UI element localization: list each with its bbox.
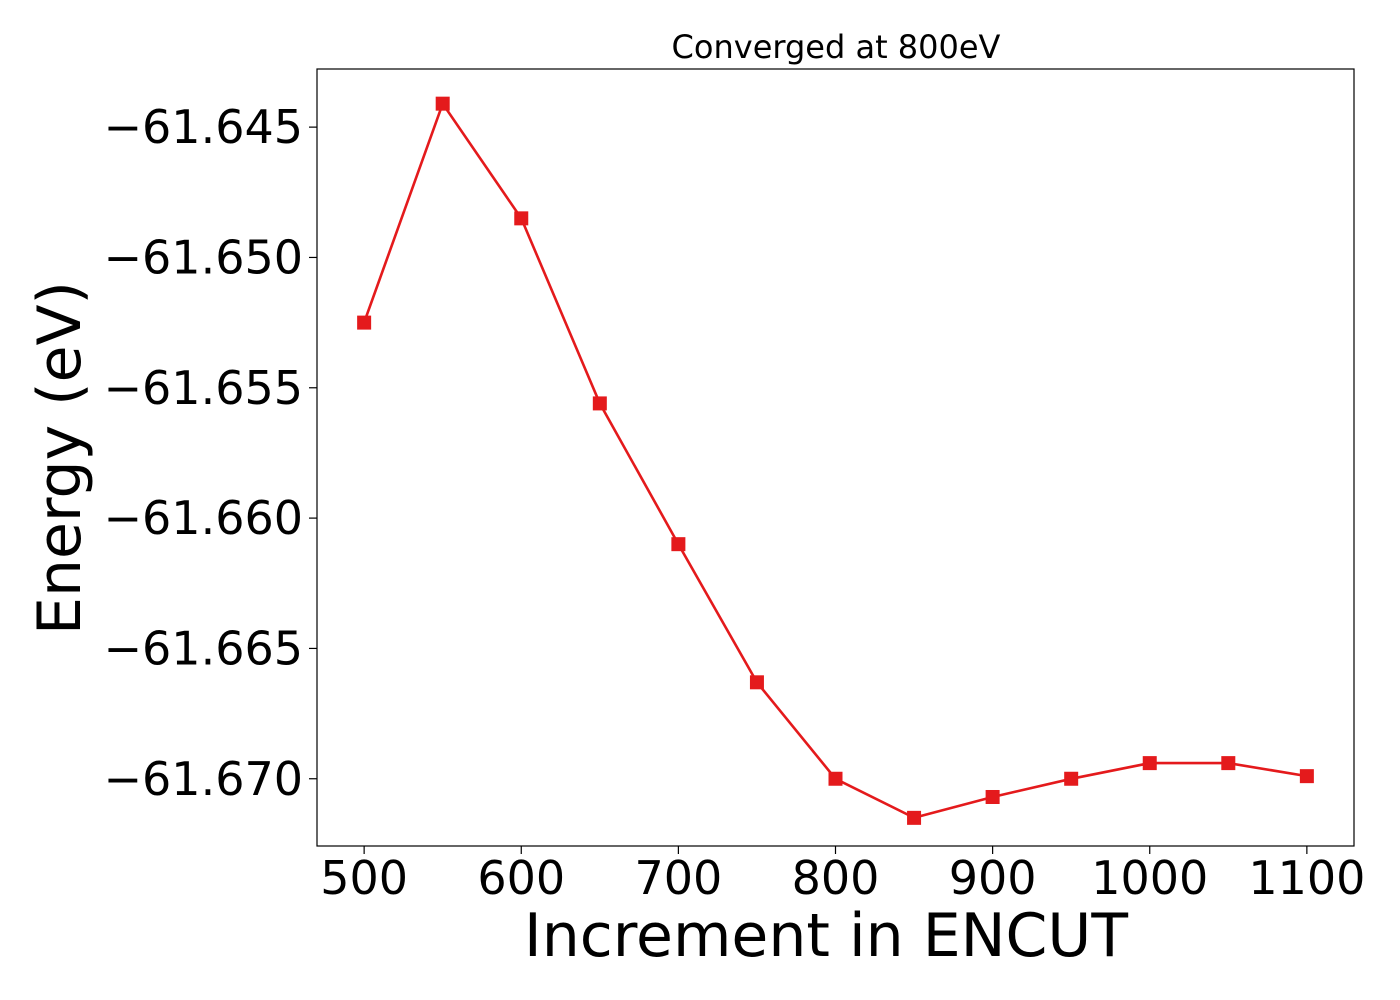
data-markers xyxy=(357,96,1314,825)
y-axis-label: Energy (eV) xyxy=(25,281,95,635)
chart-title: Converged at 800eV xyxy=(672,28,1001,66)
y-tick-label: −61.655 xyxy=(104,361,304,415)
data-point xyxy=(1142,756,1157,771)
x-tick-label: 600 xyxy=(477,851,565,905)
plot-area xyxy=(316,68,1355,847)
data-point xyxy=(907,810,922,825)
y-axis-ticks: −61.645 −61.650 −61.655 −61.660 −61.665 −61.6… xyxy=(104,100,317,806)
y-tick-label: −61.665 xyxy=(104,621,304,675)
data-point xyxy=(435,96,450,111)
x-tick-label: 1100 xyxy=(1248,851,1365,905)
data-point xyxy=(671,537,686,552)
y-tick-label: −61.660 xyxy=(104,491,304,545)
x-tick-label: 900 xyxy=(949,851,1037,905)
series-line xyxy=(362,100,1308,820)
data-point xyxy=(1064,771,1079,786)
x-axis-ticks: 500 600 700 800 900 1000 1100 xyxy=(320,846,1365,905)
y-tick-label: −61.645 xyxy=(104,100,304,154)
x-axis-label: Increment in ENCUT xyxy=(524,901,1128,971)
data-point xyxy=(985,789,1000,804)
x-tick-label: 700 xyxy=(634,851,722,905)
data-point xyxy=(592,396,607,411)
y-tick-label: −61.670 xyxy=(104,752,304,806)
x-tick-label: 1000 xyxy=(1091,851,1208,905)
data-point xyxy=(749,675,764,690)
y-tick-label: −61.650 xyxy=(104,230,304,284)
data-point xyxy=(828,771,843,786)
data-point xyxy=(1299,769,1314,784)
x-tick-label: 500 xyxy=(320,851,408,905)
data-point xyxy=(1221,756,1236,771)
data-point xyxy=(514,211,529,226)
data-point xyxy=(357,315,372,330)
x-tick-label: 800 xyxy=(792,851,880,905)
